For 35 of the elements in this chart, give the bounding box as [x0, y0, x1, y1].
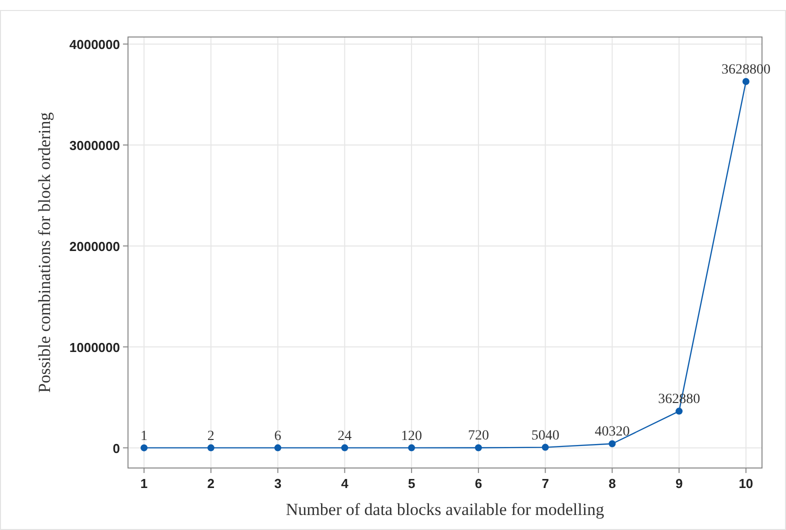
data-label: 720 [468, 428, 489, 444]
y-tick-label: 0 [112, 440, 120, 456]
point [474, 444, 482, 452]
x-tick-label: 1 [140, 476, 148, 491]
data-label: 5040 [531, 428, 560, 444]
point [542, 444, 549, 451]
point [207, 444, 214, 452]
data-label: 6 [274, 428, 282, 444]
point [140, 444, 148, 452]
x-tick-label: 2 [207, 476, 215, 491]
data-label: 40320 [594, 424, 630, 440]
point [676, 408, 683, 415]
x-tick-label: 3 [274, 476, 282, 491]
data-label: 1 [140, 428, 148, 444]
data-label: 2 [207, 428, 214, 444]
y-tick-label: 1000000 [69, 340, 120, 355]
x-tick-label: 7 [542, 476, 549, 491]
y-axis-title: Possible combinations for block ordering [35, 112, 54, 393]
x-tick-label: 8 [608, 476, 616, 491]
x-axis-title: Number of data blocks available for modelling [286, 500, 605, 519]
x-tick-label: 9 [675, 476, 683, 491]
y-tick-label: 2000000 [69, 238, 120, 254]
point [408, 444, 416, 452]
point [608, 440, 616, 448]
y-tick-label: 4000000 [69, 37, 120, 52]
data-label: 24 [338, 428, 352, 444]
x-tick-label: 6 [474, 476, 482, 491]
data-label: 120 [401, 428, 422, 444]
point [274, 444, 282, 452]
y-tick-label: 3000000 [69, 138, 120, 153]
x-tick-label: 5 [408, 476, 416, 491]
x-tick-label: 4 [341, 476, 350, 491]
x-tick-label: 10 [738, 476, 754, 491]
point [341, 444, 348, 452]
point [742, 78, 750, 86]
